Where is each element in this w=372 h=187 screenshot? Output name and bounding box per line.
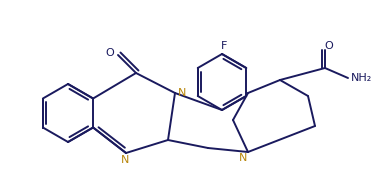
Text: N: N xyxy=(239,153,247,163)
Text: N: N xyxy=(178,88,186,98)
Text: O: O xyxy=(325,41,333,51)
Text: F: F xyxy=(221,41,227,51)
Text: NH₂: NH₂ xyxy=(352,73,372,83)
Text: O: O xyxy=(106,48,114,58)
Text: N: N xyxy=(121,155,129,165)
